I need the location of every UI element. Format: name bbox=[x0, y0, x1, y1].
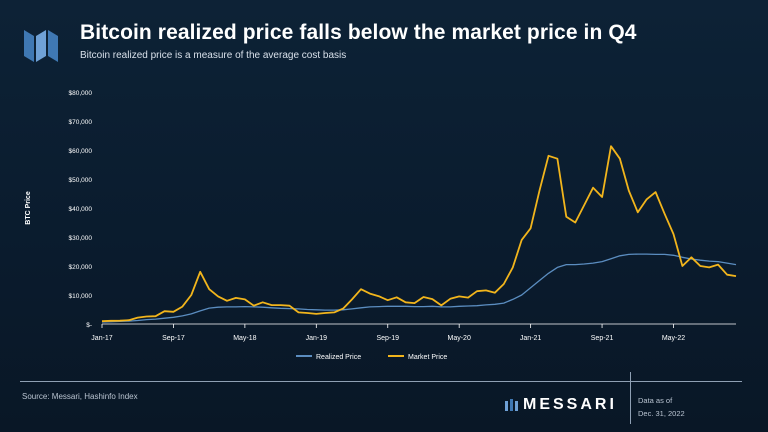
x-tick-label: May-22 bbox=[662, 335, 685, 342]
y-tick-label: $80,000 bbox=[69, 90, 93, 97]
x-tick-label: May-20 bbox=[448, 335, 471, 342]
brand-text: MESSARI bbox=[523, 396, 617, 413]
y-tick-label: $30,000 bbox=[69, 235, 93, 242]
x-tick-label: Jan-17 bbox=[91, 335, 113, 342]
x-tick-label: Sep-19 bbox=[376, 335, 399, 342]
y-tick-label: $50,000 bbox=[69, 177, 93, 184]
x-tick-label: Sep-17 bbox=[162, 335, 185, 342]
x-tick-label: May-18 bbox=[233, 335, 256, 342]
y-tick-label: $20,000 bbox=[69, 264, 93, 271]
footer-vertical-divider bbox=[630, 372, 631, 424]
data-as-of-date: Dec. 31, 2022 bbox=[638, 409, 685, 418]
market-price-line bbox=[101, 145, 737, 323]
messari-logo-icon bbox=[22, 24, 62, 64]
x-tick-label: Jan-19 bbox=[306, 335, 328, 342]
data-as-of: Data as of Dec. 31, 2022 bbox=[638, 394, 685, 420]
y-tick-label: $70,000 bbox=[69, 119, 93, 126]
legend-label: Realized Price bbox=[316, 354, 361, 361]
source-note: Source: Messari, Hashinfo Index bbox=[22, 392, 138, 401]
x-tick-label: Sep-21 bbox=[591, 335, 614, 342]
y-tick-label: $- bbox=[86, 322, 92, 329]
chart-subtitle: Bitcoin realized price is a measure of t… bbox=[80, 50, 347, 61]
chart-title: Bitcoin realized price falls below the m… bbox=[80, 21, 637, 44]
messari-brand: MESSARI bbox=[505, 396, 617, 414]
y-tick-label: $40,000 bbox=[69, 206, 93, 213]
footer-divider bbox=[20, 381, 742, 382]
x-tick-label: Jan-21 bbox=[520, 335, 542, 342]
y-tick-label: $10,000 bbox=[69, 293, 93, 300]
data-as-of-label: Data as of bbox=[638, 396, 673, 405]
realized-price-line bbox=[101, 253, 737, 323]
y-axis-label: BTC Price bbox=[25, 191, 32, 225]
legend-label: Market Price bbox=[408, 354, 447, 361]
y-tick-label: $60,000 bbox=[69, 148, 93, 155]
messari-brand-icon bbox=[505, 399, 518, 411]
